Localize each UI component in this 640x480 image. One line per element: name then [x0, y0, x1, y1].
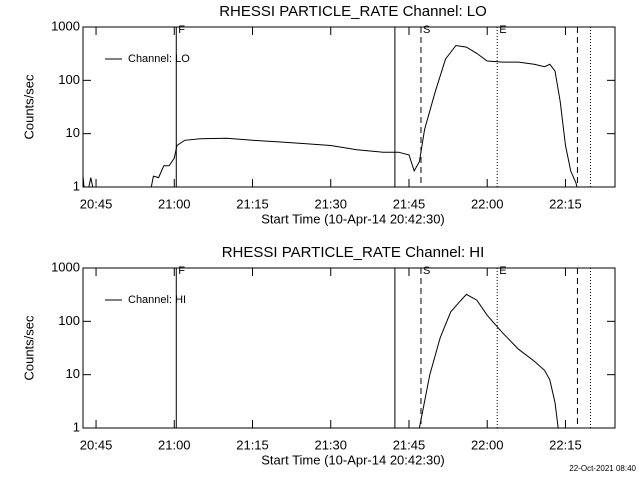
x-tick-label: 20:45 — [80, 437, 113, 452]
x-tick-label: 22:15 — [549, 196, 582, 211]
data-line — [83, 44, 578, 187]
legend-label: Channel: HI — [128, 294, 186, 306]
x-tick-label: 21:30 — [314, 437, 347, 452]
chart-title: RHESSI PARTICLE_RATE Channel: HI — [222, 244, 485, 261]
x-tick-label: 20:45 — [80, 196, 113, 211]
x-tick-label: 21:30 — [314, 196, 347, 211]
plot-frame — [82, 26, 616, 188]
x-tick-label: 21:15 — [236, 196, 269, 211]
marker-label: E — [499, 265, 506, 277]
y-tick-label: 100 — [58, 313, 80, 328]
x-tick-label: 22:15 — [549, 437, 582, 452]
marker-label: S — [423, 24, 430, 36]
x-tick-label: 21:00 — [158, 437, 191, 452]
x-tick-label: 21:45 — [393, 196, 426, 211]
x-tick-label: 22:00 — [471, 437, 504, 452]
footer: 22-Oct-2021 08:40 — [569, 464, 636, 473]
data-line — [418, 293, 559, 428]
y-axis-label: Counts/sec — [21, 74, 36, 140]
y-tick-label: 100 — [58, 72, 80, 87]
x-axis-label: Start Time (10-Apr-14 20:42:30) — [261, 452, 445, 467]
x-tick-label: 21:45 — [393, 437, 426, 452]
plot-frame — [82, 267, 616, 429]
x-tick-label: 22:00 — [471, 196, 504, 211]
marker-label: F — [178, 265, 185, 277]
y-tick-label: 10 — [66, 366, 80, 381]
legend-label: Channel: LO — [128, 53, 190, 65]
x-tick-label: 21:15 — [236, 437, 269, 452]
y-tick-label: 1000 — [51, 259, 80, 274]
x-tick-label: 21:00 — [158, 196, 191, 211]
y-tick-label: 1000 — [51, 18, 80, 33]
marker-label: S — [423, 265, 430, 277]
marker-label: E — [499, 24, 506, 36]
y-tick-label: 1 — [73, 419, 80, 434]
y-axis-label: Counts/sec — [21, 315, 36, 381]
marker-label: F — [178, 24, 185, 36]
chart-title: RHESSI PARTICLE_RATE Channel: LO — [219, 3, 487, 20]
y-tick-label: 1 — [73, 178, 80, 193]
x-axis-label: Start Time (10-Apr-14 20:42:30) — [261, 211, 445, 226]
y-tick-label: 10 — [66, 125, 80, 140]
